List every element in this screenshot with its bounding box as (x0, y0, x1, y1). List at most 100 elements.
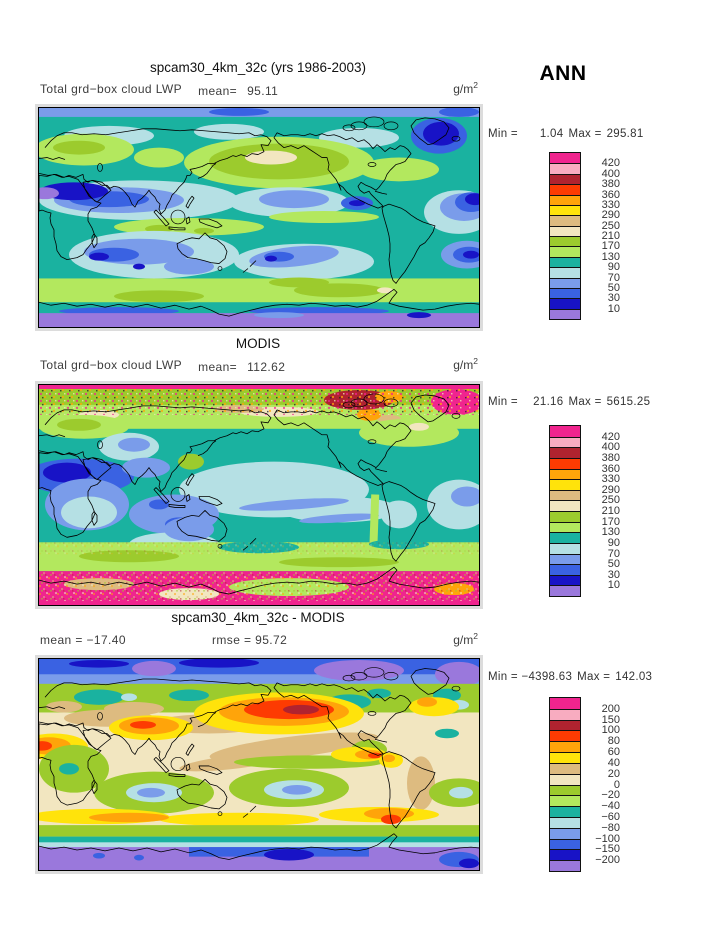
legend-swatch (550, 500, 580, 511)
legend-swatch (550, 163, 580, 174)
legend-tick-label: 420 (601, 430, 620, 443)
legend-swatch (550, 784, 580, 796)
legend-swatch (550, 532, 580, 543)
panel2-subtitle-row: Total grd−box cloud LWP mean= 112.62 g/m2 (40, 356, 478, 374)
legend-swatch (550, 194, 580, 205)
legend-swatch (550, 246, 580, 257)
legend-swatch (550, 553, 580, 565)
legend-swatch (550, 773, 580, 785)
legend-tick-label: 150 (601, 713, 620, 726)
legend-tick-label: −40 (601, 800, 620, 813)
legend-swatch (550, 457, 580, 469)
legend-swatch (550, 153, 580, 164)
legend-tick-label: 90 (607, 261, 620, 274)
legend-tick-label: 400 (601, 167, 620, 180)
legend-tick-label: −60 (601, 810, 620, 823)
legend-tick-label: 400 (601, 441, 620, 454)
colorbar-modis: 420 400 380 360 330 290 250 210 170 130 90 70 50 30 10 (549, 425, 620, 597)
legend-swatch (550, 256, 580, 268)
legend-tick-label: 330 (601, 473, 620, 486)
legend-tick-label: −200 (595, 854, 620, 867)
legend-tick-label: 0 (613, 778, 620, 791)
legend-tick-label: 250 (601, 494, 620, 507)
panel3-mean: mean = −17.40 (40, 633, 126, 647)
legend-tick-label: −80 (601, 821, 620, 834)
panel1-variable-label: Total grd−box cloud LWP (40, 82, 183, 96)
legend-tick-label: 50 (607, 558, 620, 571)
legend-swatch (550, 585, 580, 596)
legend-tick-label: 290 (601, 483, 620, 496)
legend-tick-label: −20 (601, 789, 620, 802)
legend-tick-label: −150 (595, 843, 620, 856)
legend-tick-label: 100 (601, 724, 620, 737)
legend-swatch (550, 719, 580, 731)
legend-tick-label: 30 (607, 292, 620, 305)
legend-swatch (550, 542, 580, 554)
legend-tick-label: 90 (607, 536, 620, 549)
legend-swatch (550, 806, 580, 817)
panel1-units: g/m2 (453, 80, 478, 96)
legend-swatch (550, 436, 580, 448)
legend-tick-label: 130 (601, 250, 620, 263)
legend-tick-label: 210 (601, 230, 620, 242)
panel3-minmax: Min = −4398.63 Max = 142.03 (488, 671, 653, 683)
legend-tick-label: 420 (601, 157, 620, 170)
panel2-minmax: Min = 21.16 Max = 5615.25 (488, 396, 651, 408)
legend-tick-label: 360 (601, 188, 620, 201)
legend-tick-label: 70 (607, 547, 620, 560)
legend-swatch (550, 225, 580, 236)
legend-swatch (550, 236, 580, 247)
season-label: ANN (539, 62, 587, 85)
panel3-units: g/m2 (453, 631, 478, 647)
legend-swatch (550, 708, 580, 720)
legend-swatch (550, 827, 580, 839)
legend-swatch (550, 489, 580, 501)
map-model (31, 104, 494, 331)
legend-tick-label: 200 (601, 702, 620, 715)
legend-swatch (550, 730, 580, 742)
legend-tick-label: 170 (601, 515, 620, 528)
legend-tick-label: 50 (607, 281, 620, 294)
legend-tick-label: 40 (607, 756, 620, 769)
map-modis (24, 381, 491, 609)
legend-swatch (550, 298, 580, 309)
colorbar-difference: 200 150 100 80 60 40 20 0 −20 −40 −60 −80 −100 −150 −2… (549, 697, 620, 872)
legend-swatch (550, 521, 580, 533)
legend-swatch (550, 184, 580, 195)
legend-tick-label: 210 (601, 505, 620, 517)
legend-tick-label: 290 (601, 209, 620, 222)
legend-swatch (550, 795, 580, 807)
legend-tick-label: 80 (607, 735, 620, 748)
panel2-mean: mean= 112.62 (198, 360, 286, 374)
legend-tick-label: 250 (601, 219, 620, 232)
legend-swatch (550, 308, 580, 319)
legend-swatch (550, 752, 580, 763)
legend-swatch (550, 173, 580, 185)
legend-swatch (550, 838, 580, 850)
legend-swatch (550, 468, 580, 480)
legend-tick-label: 170 (601, 240, 620, 253)
legend-tick-label: 30 (607, 568, 620, 581)
panel1-subtitle-row: Total grd−box cloud LWP mean= 95.11 g/m2 (40, 80, 478, 98)
panel1-minmax: Min = 1.04 Max = 295.81 (488, 128, 644, 140)
legend-swatch (550, 698, 580, 709)
panel2-variable-label: Total grd−box cloud LWP (40, 358, 183, 372)
legend-swatch (550, 511, 580, 522)
legend-swatch (550, 426, 580, 437)
panel1-mean: mean= 95.11 (198, 84, 279, 98)
legend-swatch (550, 479, 580, 490)
legend-tick-label: 10 (607, 302, 620, 315)
legend-swatch (550, 860, 580, 871)
legend-swatch (550, 741, 580, 753)
legend-tick-label: 330 (601, 198, 620, 211)
panel3-subtitle-row: mean = −17.40 rmse = 95.72 g/m2 (40, 631, 478, 647)
legend-swatch (550, 564, 580, 575)
legend-swatch (550, 816, 580, 828)
legend-swatch (550, 287, 580, 299)
legend-tick-label: 130 (601, 526, 620, 539)
legend-tick-label: 360 (601, 462, 620, 475)
legend-tick-label: −100 (595, 832, 620, 845)
panel3-rmse: rmse = 95.72 (212, 633, 288, 647)
legend-tick-label: 380 (601, 451, 620, 464)
